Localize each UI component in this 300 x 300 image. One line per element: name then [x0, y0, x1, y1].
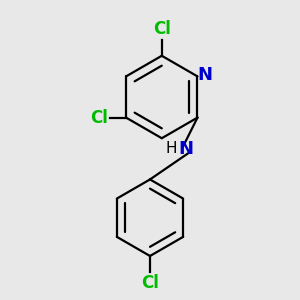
Text: N: N — [178, 140, 193, 158]
Text: N: N — [197, 66, 212, 84]
Text: Cl: Cl — [91, 109, 108, 127]
Text: H: H — [165, 141, 177, 156]
Text: Cl: Cl — [141, 274, 159, 292]
Text: Cl: Cl — [153, 20, 171, 38]
